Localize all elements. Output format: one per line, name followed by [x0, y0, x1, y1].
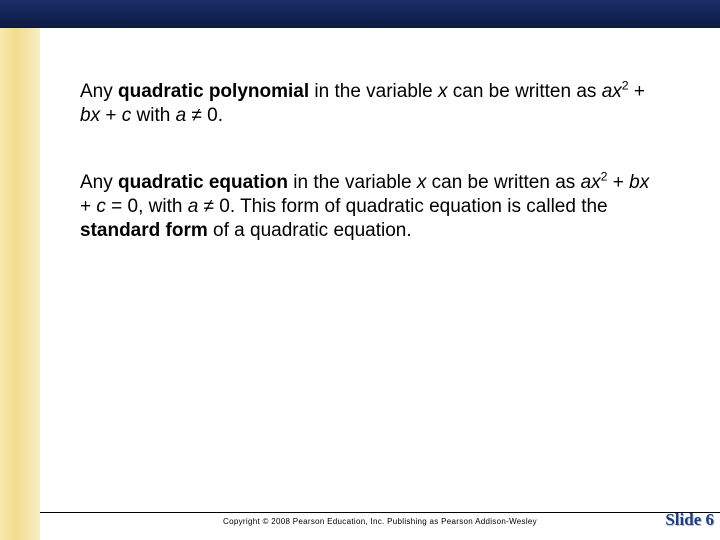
var-c: c: [96, 196, 106, 217]
exponent-2: 2: [601, 169, 608, 183]
var-c: c: [122, 105, 132, 126]
text: ≠ 0.: [186, 105, 223, 126]
var-bx: bx: [629, 172, 649, 193]
text: +: [100, 105, 122, 126]
text: of a quadratic equation.: [208, 220, 412, 241]
text: ≠ 0. This form of quadratic equation is …: [198, 196, 607, 217]
text: +: [629, 81, 645, 102]
var-x: x: [417, 172, 427, 193]
paragraph-quadratic-polynomial: Any quadratic polynomial in the variable…: [80, 80, 660, 129]
var-a: a: [188, 196, 199, 217]
text: +: [80, 196, 96, 217]
text: can be written as: [447, 81, 601, 102]
paragraph-quadratic-equation: Any quadratic equation in the variable x…: [80, 171, 660, 244]
slide-number: Slide 6: [665, 510, 714, 530]
left-accent-bar: [0, 28, 40, 540]
copyright-text: Copyright © 2008 Pearson Education, Inc.…: [40, 513, 720, 526]
text: can be written as: [426, 172, 580, 193]
slide-content: Any quadratic polynomial in the variable…: [80, 80, 660, 244]
term-quadratic-equation: quadratic equation: [118, 172, 288, 193]
text: with: [131, 105, 175, 126]
var-ax: ax: [581, 172, 601, 193]
term-quadratic-polynomial: quadratic polynomial: [118, 81, 309, 102]
text: Any: [80, 81, 118, 102]
term-standard-form: standard form: [80, 220, 208, 241]
exponent-2: 2: [622, 79, 629, 93]
text: = 0, with: [106, 196, 188, 217]
var-ax: ax: [602, 81, 622, 102]
text: in the variable: [309, 81, 438, 102]
var-a: a: [176, 105, 187, 126]
footer: Copyright © 2008 Pearson Education, Inc.…: [40, 512, 720, 526]
text: in the variable: [288, 172, 417, 193]
text: +: [608, 172, 630, 193]
top-accent-bar: [0, 0, 720, 28]
var-bx: bx: [80, 105, 100, 126]
text: Any: [80, 172, 118, 193]
